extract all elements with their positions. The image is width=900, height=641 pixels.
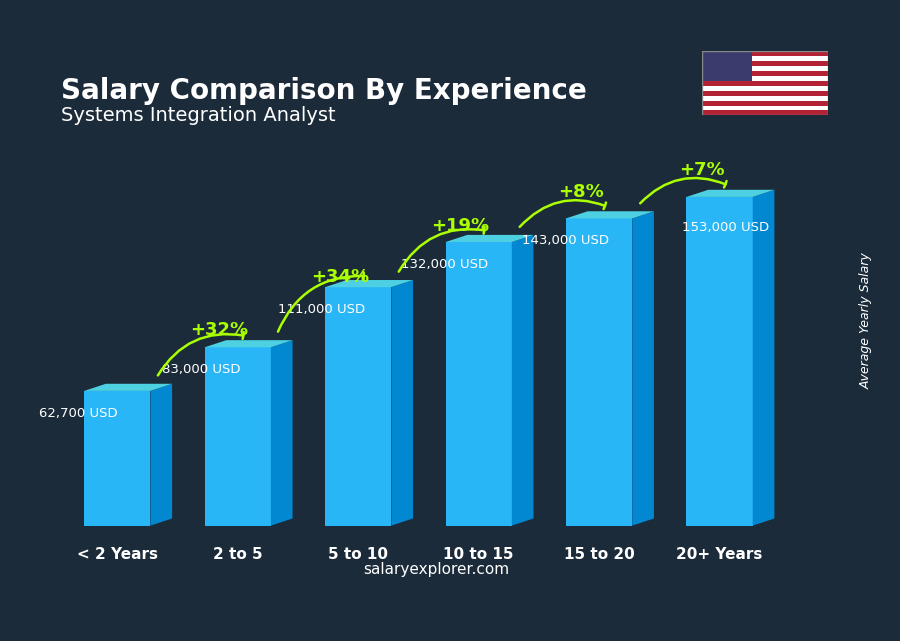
Polygon shape [687,197,752,526]
Polygon shape [752,190,774,526]
Bar [702,61,828,66]
Polygon shape [204,347,271,526]
Text: 143,000 USD: 143,000 USD [522,235,609,247]
Polygon shape [271,340,292,526]
Polygon shape [687,190,774,197]
Polygon shape [392,280,413,526]
Text: 10 to 15: 10 to 15 [444,547,514,563]
Bar [702,81,828,86]
Bar [702,56,828,61]
Text: 2 to 5: 2 to 5 [213,547,263,563]
Text: Average Yearly Salary: Average Yearly Salary [860,252,873,389]
Bar [702,96,828,101]
Text: +7%: +7% [679,161,725,179]
Text: Salary Comparison By Experience: Salary Comparison By Experience [60,76,587,104]
Text: 83,000 USD: 83,000 USD [162,363,241,376]
Text: Systems Integration Analyst: Systems Integration Analyst [60,106,336,126]
Bar [702,86,828,91]
Bar [702,91,828,96]
Bar [702,106,828,110]
Polygon shape [446,242,512,526]
Text: < 2 Years: < 2 Years [76,547,158,563]
Text: +34%: +34% [311,269,369,287]
Polygon shape [150,384,172,526]
Text: 15 to 20: 15 to 20 [563,547,634,563]
Bar [702,71,828,76]
Text: +19%: +19% [431,217,490,235]
Text: 20+ Years: 20+ Years [677,547,763,563]
Text: +8%: +8% [558,183,604,201]
Polygon shape [632,212,654,526]
Bar [702,51,752,81]
Bar [702,101,828,106]
Text: 62,700 USD: 62,700 USD [40,407,118,420]
Polygon shape [325,287,392,526]
Polygon shape [566,219,632,526]
Polygon shape [85,384,172,391]
Polygon shape [85,391,150,526]
Text: salaryexplorer.com: salaryexplorer.com [364,562,509,578]
Text: 153,000 USD: 153,000 USD [682,221,770,234]
Text: 132,000 USD: 132,000 USD [401,258,489,271]
Text: +32%: +32% [191,321,248,339]
Polygon shape [204,340,292,347]
Polygon shape [325,280,413,287]
Bar [702,110,828,115]
Text: 111,000 USD: 111,000 USD [278,303,365,316]
Polygon shape [566,212,654,219]
Polygon shape [512,235,534,526]
Bar [702,51,828,56]
Polygon shape [446,235,534,242]
Text: 5 to 10: 5 to 10 [328,547,388,563]
Bar [702,76,828,81]
Bar [702,66,828,71]
